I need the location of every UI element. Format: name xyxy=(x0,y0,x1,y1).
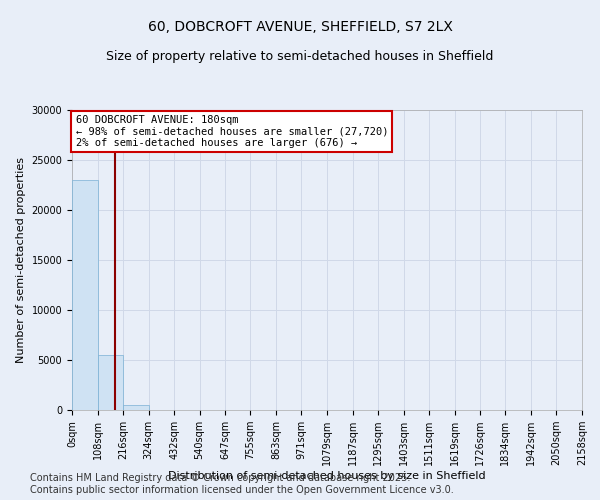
Text: 60 DOBCROFT AVENUE: 180sqm
← 98% of semi-detached houses are smaller (27,720)
2%: 60 DOBCROFT AVENUE: 180sqm ← 98% of semi… xyxy=(76,115,388,148)
Text: Size of property relative to semi-detached houses in Sheffield: Size of property relative to semi-detach… xyxy=(106,50,494,63)
Bar xyxy=(72,180,98,410)
Bar xyxy=(123,405,149,410)
Text: Contains HM Land Registry data © Crown copyright and database right 2025.
Contai: Contains HM Land Registry data © Crown c… xyxy=(30,474,454,495)
X-axis label: Distribution of semi-detached houses by size in Sheffield: Distribution of semi-detached houses by … xyxy=(168,471,486,481)
Y-axis label: Number of semi-detached properties: Number of semi-detached properties xyxy=(16,157,26,363)
Text: 60, DOBCROFT AVENUE, SHEFFIELD, S7 2LX: 60, DOBCROFT AVENUE, SHEFFIELD, S7 2LX xyxy=(148,20,452,34)
Bar xyxy=(98,355,123,410)
